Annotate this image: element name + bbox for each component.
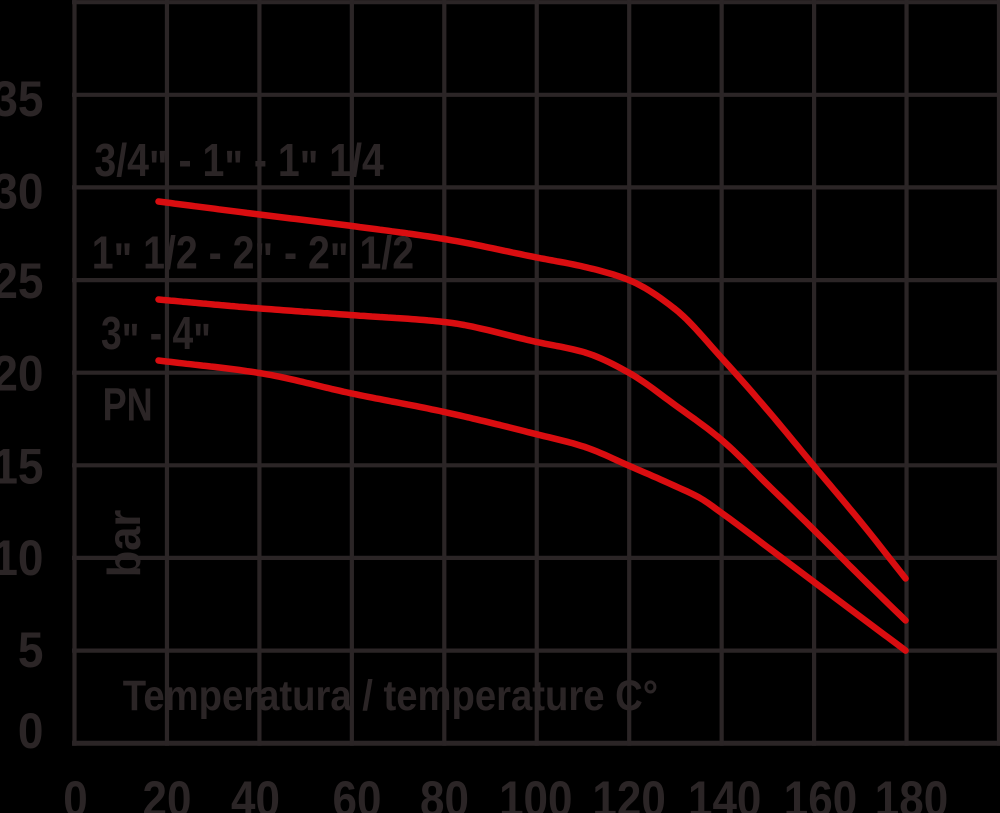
svg-text:40: 40: [231, 770, 280, 813]
svg-text:35: 35: [0, 72, 43, 127]
svg-text:1"​ 1/2 - 2"​ - 2"​ 1/2: 1"​ 1/2 - 2"​ - 2"​ 1/2: [92, 228, 414, 287]
svg-text:160: 160: [784, 770, 857, 813]
svg-text:80: 80: [420, 770, 469, 813]
svg-text:Temperatura / temperature C°: Temperatura / temperature C°: [123, 671, 658, 720]
svg-text:100: 100: [499, 770, 572, 813]
svg-text:3"​ - 4"​: 3"​ - 4"​: [101, 307, 211, 366]
svg-text:60: 60: [333, 770, 382, 813]
svg-text:bar: bar: [99, 510, 150, 578]
svg-text:140: 140: [688, 770, 761, 813]
svg-text:20: 20: [0, 347, 43, 402]
svg-text:25: 25: [0, 254, 43, 309]
svg-text:10: 10: [0, 531, 43, 586]
svg-text:120: 120: [592, 770, 665, 813]
svg-text:15: 15: [0, 440, 43, 495]
svg-text:0: 0: [18, 704, 44, 759]
svg-text:30: 30: [0, 165, 43, 220]
svg-text:180: 180: [875, 770, 948, 813]
svg-text:20: 20: [143, 770, 192, 813]
svg-text:0: 0: [63, 770, 87, 813]
svg-text:PN: PN: [103, 379, 153, 430]
svg-text:3/4"​ - 1"​ - 1"​ 1/4: 3/4"​ - 1"​ - 1"​ 1/4: [94, 135, 384, 194]
svg-text:5: 5: [18, 623, 44, 678]
